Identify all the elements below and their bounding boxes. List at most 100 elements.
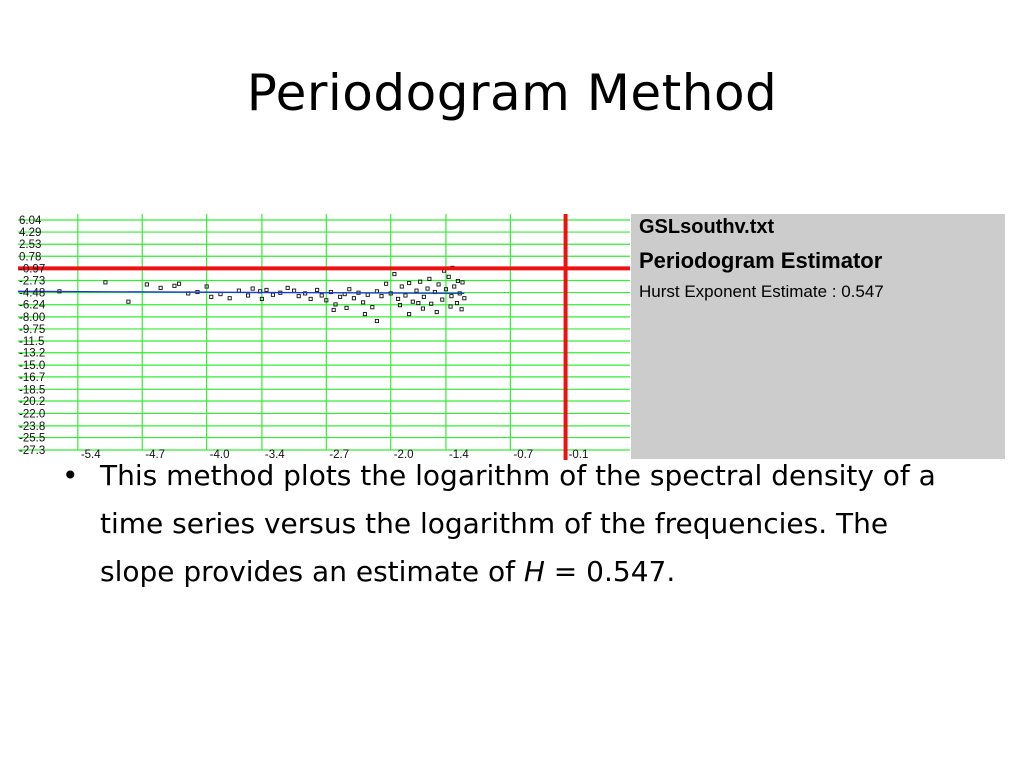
data-point [414, 288, 419, 293]
bullet-list: • This method plots the logarithm of the… [62, 452, 942, 596]
filename-label: GSLsouthv.txt [639, 216, 775, 238]
data-point [434, 309, 439, 315]
data-point [362, 312, 368, 317]
data-point [204, 284, 209, 289]
data-point [374, 318, 379, 324]
data-point [455, 278, 460, 284]
y-tick-label: -22.0 [19, 408, 45, 420]
data-point [333, 302, 338, 307]
data-point [454, 301, 460, 306]
y-tick-label: -20.2 [19, 396, 45, 408]
data-point [448, 304, 453, 309]
data-point [319, 293, 324, 298]
x-tick-label: -0.1 [569, 449, 589, 460]
data-point [397, 303, 402, 308]
hurst-symbol: H [523, 555, 545, 588]
data-point [407, 281, 412, 286]
y-tick-label: 4.29 [19, 227, 41, 239]
data-point [303, 291, 308, 296]
data-point [429, 301, 434, 306]
data-point [446, 274, 451, 279]
data-point [399, 284, 404, 289]
data-point [418, 279, 423, 284]
bullet-text-end: = 0.547. [544, 555, 676, 588]
data-point [328, 289, 333, 295]
y-tick-label: -18.5 [19, 384, 45, 396]
y-tick-label: -27.3 [19, 445, 45, 457]
data-point [427, 276, 432, 281]
data-point [449, 294, 454, 299]
y-tick-label: -2.73 [19, 276, 45, 288]
data-point [443, 287, 448, 292]
data-point [344, 305, 349, 310]
data-point [144, 282, 149, 287]
data-point [158, 285, 163, 290]
data-point [296, 294, 301, 299]
data-point [436, 282, 441, 287]
y-tick-label: -8.00 [19, 312, 45, 324]
bullet-item: • This method plots the logarithm of the… [62, 452, 942, 596]
data-point [103, 280, 108, 285]
data-point [379, 294, 384, 299]
x-tick-label: -5.4 [81, 449, 101, 460]
y-tick-label: 6.04 [19, 215, 42, 227]
data-point [384, 281, 389, 286]
data-point [410, 299, 415, 304]
x-tick-label: -0.7 [513, 449, 533, 460]
data-point [351, 296, 356, 301]
data-point [331, 307, 336, 313]
data-point [440, 297, 445, 302]
data-point [347, 287, 352, 292]
x-tick-label: -3.4 [265, 449, 285, 460]
data-point [259, 296, 264, 301]
estimator-label: Periodogram Estimator [639, 248, 883, 273]
info-panel: GSLsouthv.txt Periodogram Estimator Hurs… [631, 214, 1005, 459]
data-point [396, 296, 401, 301]
data-point [264, 287, 269, 293]
bullet-marker: • [62, 459, 79, 492]
data-point [459, 307, 464, 312]
x-tick-label: -2.0 [394, 449, 414, 460]
bullet-text-start: This method plots the logarithm of the s… [100, 459, 936, 588]
data-point [250, 286, 255, 291]
y-tick-label: -25.5 [19, 433, 45, 445]
data-point [392, 272, 397, 277]
data-point [227, 296, 232, 301]
y-tick-label: -13.2 [19, 348, 45, 360]
data-point [246, 293, 251, 298]
data-point [209, 294, 214, 299]
data-point [324, 298, 329, 303]
y-tick-label: -6.24 [19, 300, 46, 312]
y-tick-label: -23.8 [19, 421, 45, 433]
y-tick-label: -11.5 [19, 336, 44, 348]
y-tick-label: -16.7 [19, 372, 45, 384]
data-point [365, 292, 370, 297]
data-point [315, 287, 320, 293]
hurst-estimate-label: Hurst Exponent Estimate : 0.547 [639, 282, 884, 301]
periodogram-plot: 6.04 4.29 2.53 0.78 -0.97 -2.73 -4.48 -6.24 -8.0… [18, 214, 630, 460]
data-point [452, 284, 457, 289]
data-point [126, 299, 131, 304]
fit-line [18, 290, 465, 295]
y-tick-label: 0.78 [19, 251, 41, 263]
y-tick-label: -15.0 [19, 360, 45, 372]
data-point [177, 281, 182, 286]
y-tick-label: -0.97 [19, 263, 45, 275]
data-point [462, 296, 467, 301]
data-point [292, 288, 297, 293]
slide-title: Periodogram Method [246, 64, 778, 122]
y-tick-label: -9.75 [19, 324, 45, 336]
data-point [421, 294, 426, 299]
x-tick-label: -2.7 [329, 449, 349, 460]
y-tick-label: 2.53 [19, 239, 41, 251]
data-point [370, 305, 375, 310]
data-point [172, 283, 177, 288]
data-point [425, 286, 430, 291]
data-point [338, 294, 343, 299]
data-point [416, 301, 421, 306]
data-point [361, 300, 366, 305]
periodogram-chart: 6.044.292.530.78-0.97-2.73-4.48-6.24-8.0… [18, 214, 630, 460]
data-point [308, 296, 313, 301]
data-point [460, 280, 465, 285]
y-tick-label: -4.48 [19, 288, 45, 300]
